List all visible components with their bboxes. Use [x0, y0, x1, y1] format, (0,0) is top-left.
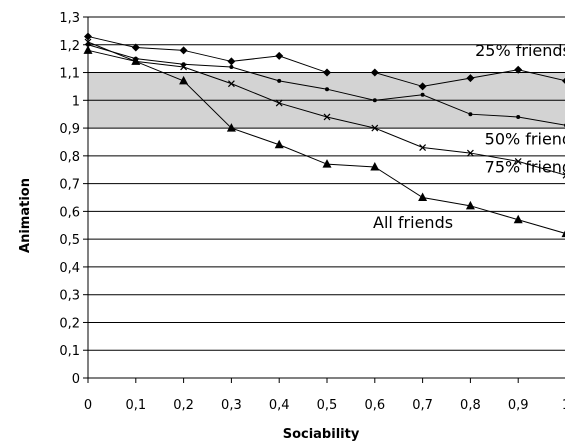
data-point-triangle [418, 192, 428, 201]
x-tick-label: 0,9 [508, 398, 529, 413]
x-tick-label: 0,5 [317, 398, 338, 413]
x-tick-label: 0,3 [221, 398, 242, 413]
x-tick-label: 1 [562, 398, 565, 413]
data-point-x [371, 124, 379, 132]
y-tick-label: 0,1 [59, 344, 80, 359]
data-point-dot [420, 92, 425, 97]
axes-layer: 0 0,1 0,2 0,3 0,4 0,5 0,6 0,7 0,8 0,9 1 1,1 1,2 1,3 0 0… [59, 11, 565, 413]
data-point-triangle [370, 161, 380, 171]
y-tick-label: 0,3 [59, 289, 80, 304]
y-tick-label: 0,5 [59, 233, 80, 248]
y-tick-label: 0,7 [59, 178, 80, 193]
data-point-triangle [561, 230, 565, 238]
x-axis-title: Sociability [283, 427, 360, 442]
data-point-x [227, 80, 235, 88]
series-annotation: 25% friends [475, 41, 565, 60]
x-tick-label: 0,1 [125, 398, 146, 413]
data-point-x [562, 171, 565, 179]
data-point-diamond [562, 77, 565, 84]
series-annotation: 50% friends [485, 130, 565, 149]
x-tick-label: 0,7 [412, 398, 433, 413]
data-point-diamond [466, 74, 475, 83]
data-point-dot [277, 78, 282, 83]
data-point-triangle [131, 56, 141, 65]
data-point-triangle [274, 139, 284, 149]
data-point-x [323, 113, 331, 121]
series-annotation: All friends [373, 213, 453, 232]
data-point-dot [229, 64, 234, 69]
series-layer [83, 32, 565, 238]
data-point-triangle [83, 45, 93, 54]
data-point-diamond [323, 68, 331, 77]
data-point-triangle [513, 214, 523, 224]
x-tick-label: 0,8 [460, 398, 481, 413]
y-axis-title: Animation [18, 178, 33, 253]
series-annotation: 75% friends [485, 158, 565, 177]
data-point-x [514, 157, 522, 165]
data-point-diamond [514, 65, 523, 74]
data-point-triangle [465, 200, 475, 210]
gridlines-layer [88, 16, 565, 351]
y-tick-label: 1,3 [59, 11, 80, 26]
data-point-x [84, 38, 92, 46]
data-point-x [275, 99, 283, 107]
x-tick-label: 0,2 [173, 398, 194, 413]
annotations-layer: 25% friends 50% friends 75% friends All fri… [373, 41, 565, 232]
data-point-diamond [227, 57, 236, 66]
data-point-dot [325, 87, 329, 92]
data-point-x [419, 144, 427, 151]
data-point-diamond [84, 32, 92, 41]
data-point-triangle [179, 75, 189, 85]
data-point-diamond [275, 51, 284, 60]
y-tick-label: 0,9 [59, 122, 80, 137]
y-tick-label: 1 [72, 94, 80, 109]
data-point-dot [516, 114, 521, 119]
data-point-dot [372, 98, 377, 103]
data-point-diamond [179, 46, 188, 55]
y-tick-label: 1,1 [59, 67, 80, 82]
x-tick-label: 0,4 [269, 398, 290, 413]
data-point-triangle [322, 159, 332, 168]
data-point-diamond [370, 68, 379, 77]
data-point-dot [468, 112, 473, 117]
data-point-diamond [418, 82, 427, 91]
data-point-x [466, 149, 474, 157]
y-tick-label: 0,6 [59, 205, 80, 220]
y-tick-label: 1,2 [59, 39, 80, 54]
y-tick-label: 0,4 [59, 261, 80, 276]
x-tick-label: 0,6 [364, 398, 385, 413]
data-point-triangle [226, 123, 236, 132]
data-point-x [180, 63, 188, 71]
x-tick-label: 0 [84, 398, 92, 413]
data-point-diamond [131, 43, 140, 52]
y-tick-label: 0,2 [59, 316, 80, 331]
y-tick-label: 0 [72, 372, 80, 387]
y-tick-label: 0,8 [59, 150, 80, 165]
